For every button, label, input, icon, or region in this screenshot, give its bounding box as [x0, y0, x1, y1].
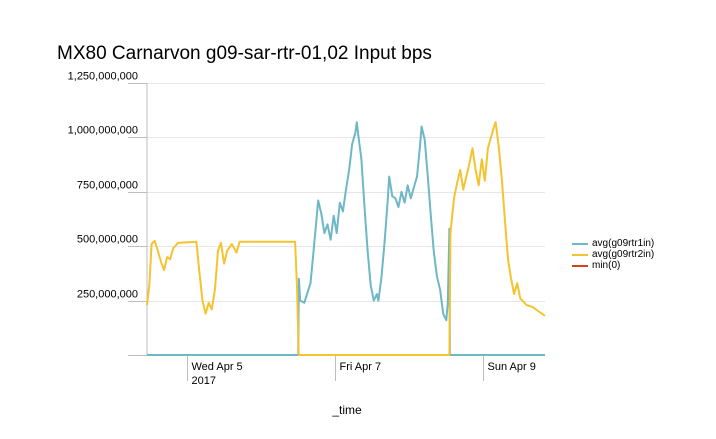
legend-item-min-0[interactable]: min(0): [572, 260, 654, 271]
series-line-avg-g09rtr2in: [146, 121, 546, 356]
series-line-avg-g09rtr1in: [147, 121, 545, 356]
x-tick-label: Wed Apr 5: [192, 361, 243, 373]
legend: avg(g09rtr1in) avg(g09rtr2in) min(0): [572, 238, 654, 271]
legend-swatch: [572, 242, 588, 245]
legend-label: min(0): [592, 260, 621, 271]
legend-item-avg-g09rtr2in[interactable]: avg(g09rtr2in): [572, 249, 654, 260]
chart-title: MX80 Carnarvon g09-sar-rtr-01,02 Input b…: [57, 43, 432, 64]
x-tick-label: Fri Apr 7: [340, 361, 382, 373]
legend-swatch: [572, 253, 588, 256]
x-tick-sublabel: 2017: [192, 375, 216, 387]
x-axis: Wed Apr 5 2017 Fri Apr 7 Sun Apr 9: [128, 355, 545, 387]
legend-label: avg(g09rtr2in): [592, 249, 655, 260]
series-lines: [146, 121, 546, 356]
legend-label: avg(g09rtr1in): [592, 238, 655, 249]
y-tick-label: 500,000,000: [77, 234, 138, 246]
y-tick-label: 1,250,000,000: [68, 71, 138, 83]
legend-item-avg-g09rtr1in[interactable]: avg(g09rtr1in): [572, 238, 654, 249]
y-tick-label: 250,000,000: [77, 289, 138, 301]
x-tick-label: Sun Apr 9: [488, 361, 536, 373]
y-tick-label: 1,000,000,000: [68, 125, 138, 137]
y-tick-label: 750,000,000: [77, 180, 138, 192]
y-axis: 250,000,000 500,000,000 750,000,000 1,000,0…: [68, 71, 148, 355]
x-axis-title: _time: [331, 403, 362, 417]
legend-swatch: [572, 264, 588, 267]
